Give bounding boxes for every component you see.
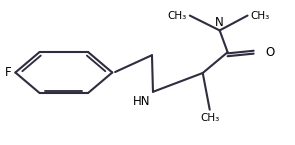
Text: CH₃: CH₃ [168, 11, 187, 21]
Text: N: N [215, 16, 224, 29]
Text: CH₃: CH₃ [250, 11, 270, 21]
Text: F: F [5, 66, 12, 79]
Text: HN: HN [132, 95, 150, 108]
Text: CH₃: CH₃ [200, 113, 219, 123]
Text: O: O [266, 46, 275, 59]
